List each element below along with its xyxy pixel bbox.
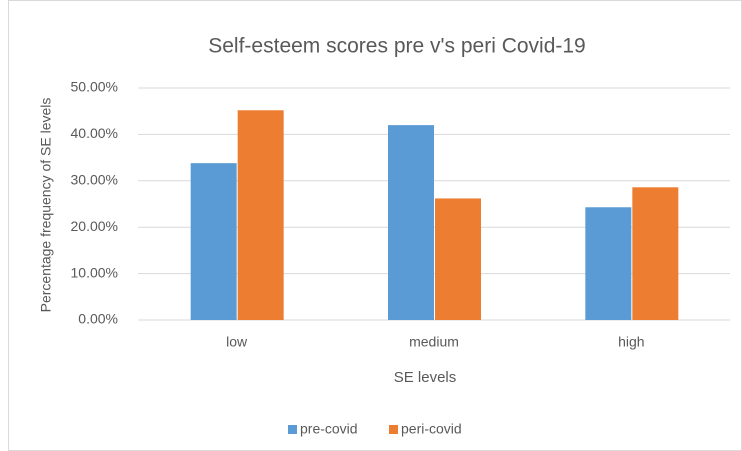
legend-swatch — [288, 425, 297, 434]
y-tick-label: 40.00% — [71, 125, 118, 141]
bar — [237, 110, 284, 320]
x-tick-label: medium — [409, 334, 459, 350]
bar — [190, 163, 237, 320]
chart-title: Self-esteem scores pre v's peri Covid-19 — [208, 35, 586, 58]
bar — [632, 187, 679, 320]
y-tick-label: 50.00% — [71, 79, 118, 95]
legend-label: peri-covid — [401, 421, 462, 437]
chart-border — [8, 0, 742, 451]
x-tick-label: low — [226, 334, 248, 350]
bar — [585, 207, 632, 320]
x-axis-label: SE levels — [394, 369, 457, 386]
y-tick-label: 10.00% — [71, 264, 118, 280]
y-axis-label: Percentage frequency of SE levels — [38, 98, 54, 313]
legend-label: pre-covid — [300, 421, 358, 437]
bar — [388, 125, 434, 321]
bar — [435, 198, 481, 320]
legend-swatch — [389, 425, 398, 434]
y-tick-label: 0.00% — [78, 311, 118, 327]
y-tick-label: 30.00% — [71, 172, 118, 188]
y-tick-label: 20.00% — [71, 218, 118, 234]
x-tick-label: high — [618, 334, 644, 350]
